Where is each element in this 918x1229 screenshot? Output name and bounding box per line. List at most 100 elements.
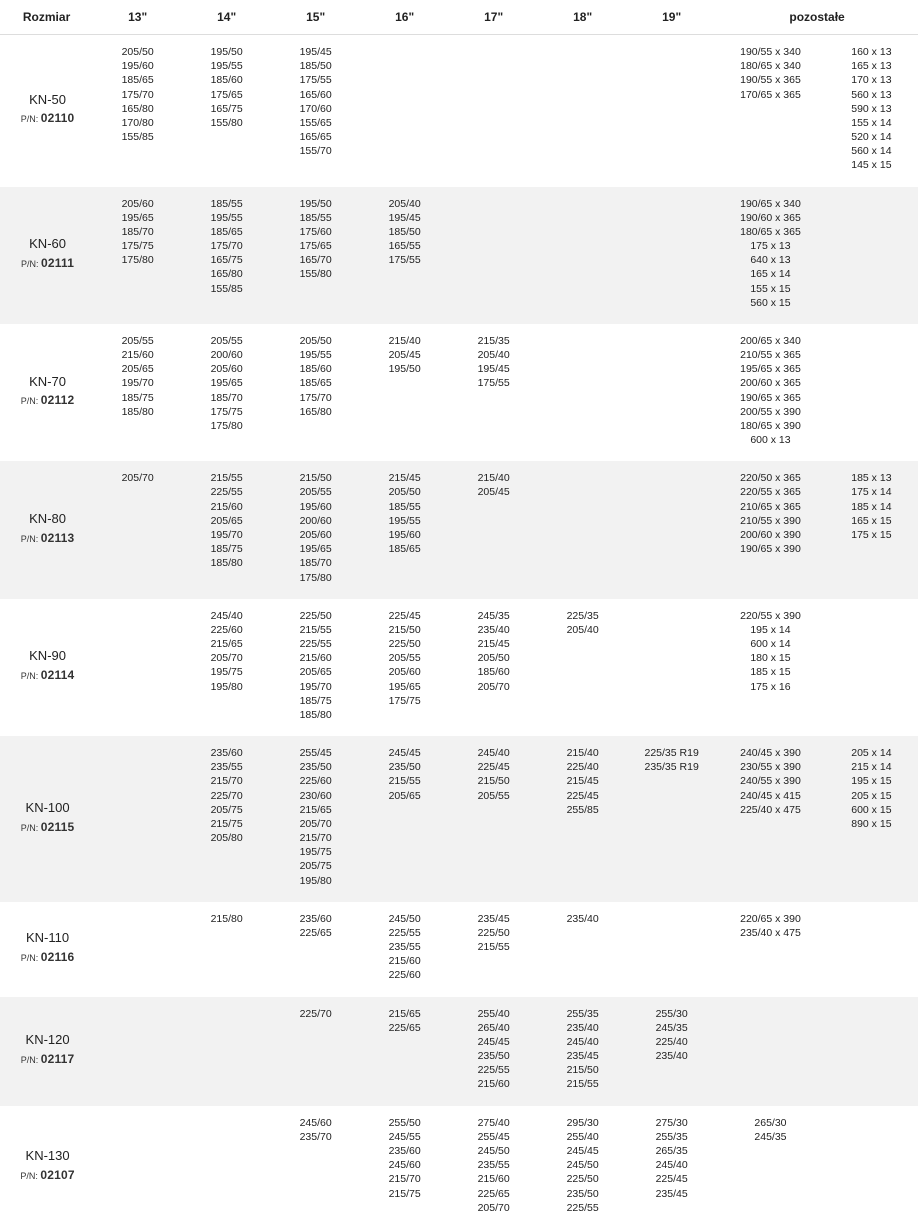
model-name: KN-100 bbox=[6, 799, 89, 817]
model-name: KN-60 bbox=[6, 235, 89, 253]
size-cell bbox=[825, 902, 918, 997]
size-cell: 220/55 x 390195 x 14600 x 14180 x 15185 … bbox=[716, 599, 825, 736]
part-number-value: 02117 bbox=[41, 1052, 75, 1066]
size-cell: 245/50225/55235/55215/60225/60 bbox=[360, 902, 449, 997]
size-cell: 245/45235/50215/55205/65 bbox=[360, 736, 449, 902]
size-cell: 205 x 14215 x 14195 x 15205 x 15600 x 15… bbox=[825, 736, 918, 902]
size-cell bbox=[538, 187, 627, 324]
size-cell bbox=[360, 35, 449, 187]
size-cell: 215/80 bbox=[182, 902, 271, 997]
part-number-value: 02113 bbox=[41, 531, 75, 545]
part-number-label: P/N: bbox=[21, 259, 41, 269]
header-14: 14" bbox=[182, 0, 271, 35]
model-name: KN-50 bbox=[6, 91, 89, 109]
model-name: KN-130 bbox=[6, 1147, 89, 1165]
size-cell: 215/65225/65 bbox=[360, 997, 449, 1106]
part-number: P/N: 02116 bbox=[21, 953, 75, 963]
table-row: KN-50P/N: 02110205/50195/60185/65175/701… bbox=[0, 35, 918, 187]
size-cell: 275/30255/35265/35245/40225/45235/45 bbox=[627, 1106, 716, 1229]
header-pozostale: pozostałe bbox=[716, 0, 918, 35]
size-cell: 235/60235/55215/70225/70205/75215/75205/… bbox=[182, 736, 271, 902]
header-16: 16" bbox=[360, 0, 449, 35]
size-cell: 215/55225/55215/60205/65195/70185/75185/… bbox=[182, 461, 271, 598]
table-row: KN-120P/N: 02117225/70215/65225/65255/40… bbox=[0, 997, 918, 1106]
size-cell bbox=[627, 324, 716, 461]
size-cell: 215/45205/50185/55195/55195/60185/65 bbox=[360, 461, 449, 598]
header-rozmiar: Rozmiar bbox=[0, 0, 93, 35]
table-row: KN-100 P/N: 02115 235/60235/55215/70225/70… bbox=[0, 736, 918, 902]
header-19: 19" bbox=[627, 0, 716, 35]
size-cell: 195/45185/50175/55165/60170/60155/65165/… bbox=[271, 35, 360, 187]
part-number-value: 02107 bbox=[40, 1168, 74, 1182]
row-header: KN-80P/N: 02113 bbox=[0, 461, 93, 598]
size-cell bbox=[182, 997, 271, 1106]
size-cell: 255/50245/55235/60245/60215/70215/75 bbox=[360, 1106, 449, 1229]
part-number-value: 02110 bbox=[41, 111, 75, 125]
size-cell: 235/60225/65 bbox=[271, 902, 360, 997]
table-row: KN-110 P/N: 02116 215/80235/60225/65245/50… bbox=[0, 902, 918, 997]
part-number-value: 02114 bbox=[41, 668, 75, 682]
size-cell: 215/50205/55195/60200/60205/60195/65185/… bbox=[271, 461, 360, 598]
size-cell bbox=[93, 599, 182, 736]
size-cell: 235/40 bbox=[538, 902, 627, 997]
size-cell: 190/65 x 340190/60 x 365180/65 x 365175 … bbox=[716, 187, 825, 324]
size-cell: 245/60235/70 bbox=[271, 1106, 360, 1229]
part-number-label: P/N: bbox=[21, 1055, 41, 1065]
part-number-value: 02115 bbox=[41, 820, 75, 834]
row-header: KN-50P/N: 02110 bbox=[0, 35, 93, 187]
size-cell: 205/50195/55185/60185/65175/70165/80 bbox=[271, 324, 360, 461]
size-cell: 215/40225/40215/45225/45255/85 bbox=[538, 736, 627, 902]
size-cell: 205/55215/60205/65195/70185/75185/80 bbox=[93, 324, 182, 461]
part-number: P/N: 02107 bbox=[20, 1171, 74, 1181]
size-cell bbox=[449, 187, 538, 324]
part-number-value: 02116 bbox=[41, 950, 75, 964]
size-cell: 255/30245/35225/40235/40 bbox=[627, 997, 716, 1106]
part-number: P/N: 02112 bbox=[21, 396, 75, 406]
part-number: P/N: 02115 bbox=[21, 823, 75, 833]
size-cell bbox=[825, 324, 918, 461]
size-cell: 295/30255/40245/45245/50225/50235/50225/… bbox=[538, 1106, 627, 1229]
part-number-label: P/N: bbox=[21, 396, 41, 406]
size-cell: 265/30245/35 bbox=[716, 1106, 825, 1229]
size-cell: 215/35205/40195/45175/55 bbox=[449, 324, 538, 461]
size-cell: 240/45 x 390230/55 x 390240/55 x 390240/… bbox=[716, 736, 825, 902]
size-cell: 195/50185/55175/60175/65165/70155/80 bbox=[271, 187, 360, 324]
part-number-label: P/N: bbox=[20, 1171, 40, 1181]
row-header: KN-110 P/N: 02116 bbox=[0, 902, 93, 997]
header-13: 13" bbox=[93, 0, 182, 35]
part-number-value: 02112 bbox=[41, 393, 75, 407]
size-cell: 195/50195/55185/60175/65165/75155/80 bbox=[182, 35, 271, 187]
model-name: KN-110 bbox=[6, 929, 89, 947]
table-row: KN-70P/N: 02112205/55215/60205/65195/701… bbox=[0, 324, 918, 461]
size-cell: 220/50 x 365220/55 x 365210/65 x 365210/… bbox=[716, 461, 825, 598]
header-row: Rozmiar 13" 14" 15" 16" 17" 18" 19" pozo… bbox=[0, 0, 918, 35]
size-cell: 160 x 13165 x 13170 x 13560 x 13590 x 13… bbox=[825, 35, 918, 187]
header-17: 17" bbox=[449, 0, 538, 35]
row-header: KN-70P/N: 02112 bbox=[0, 324, 93, 461]
table-row: KN-80P/N: 02113205/70215/55225/55215/602… bbox=[0, 461, 918, 598]
size-cell: 215/40205/45 bbox=[449, 461, 538, 598]
size-cell bbox=[538, 461, 627, 598]
size-cell: 205/55200/60205/60195/65185/70175/75175/… bbox=[182, 324, 271, 461]
size-cell: 225/45215/50225/50205/55205/60195/65175/… bbox=[360, 599, 449, 736]
size-cell bbox=[825, 599, 918, 736]
size-cell: 225/50215/55225/55215/60205/65195/70185/… bbox=[271, 599, 360, 736]
size-cell: 215/40205/45195/50 bbox=[360, 324, 449, 461]
model-name: KN-80 bbox=[6, 510, 89, 528]
size-cell bbox=[627, 187, 716, 324]
size-cell bbox=[627, 902, 716, 997]
size-cell bbox=[93, 1106, 182, 1229]
model-name: KN-120 bbox=[6, 1031, 89, 1049]
row-header: KN-130 P/N: 02107 bbox=[0, 1106, 93, 1229]
size-cell: 205/40195/45185/50165/55175/55 bbox=[360, 187, 449, 324]
size-cell: 220/65 x 390235/40 x 475 bbox=[716, 902, 825, 997]
size-table: Rozmiar 13" 14" 15" 16" 17" 18" 19" pozo… bbox=[0, 0, 918, 1229]
size-cell: 255/35235/40245/40235/45215/50215/55 bbox=[538, 997, 627, 1106]
table-row: KN-60P/N: 02111205/60195/65185/70175/751… bbox=[0, 187, 918, 324]
size-cell bbox=[538, 35, 627, 187]
size-cell bbox=[93, 902, 182, 997]
size-cell bbox=[825, 187, 918, 324]
size-cell: 205/70 bbox=[93, 461, 182, 598]
size-cell: 190/55 x 340180/65 x 340190/55 x 365170/… bbox=[716, 35, 825, 187]
size-cell: 255/40265/40245/45235/50225/55215/60 bbox=[449, 997, 538, 1106]
